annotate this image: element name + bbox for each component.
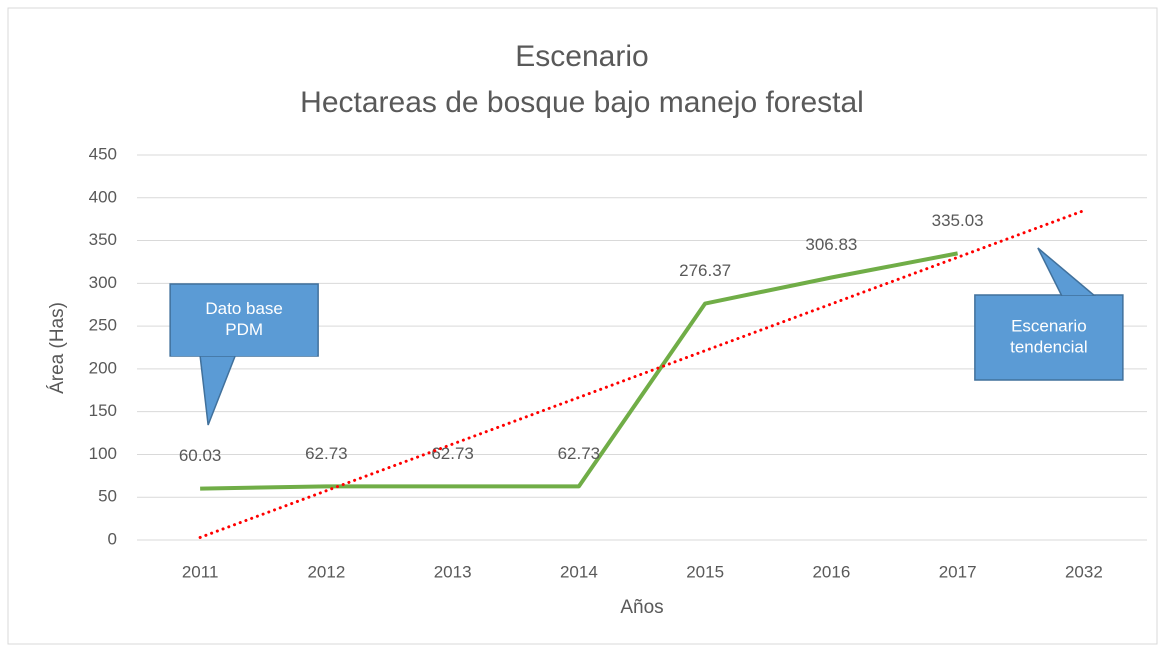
y-tick-label: 450 — [89, 144, 117, 163]
y-tick-label: 100 — [89, 444, 117, 463]
y-tick-label: 350 — [89, 230, 117, 249]
x-tick-label: 2012 — [307, 562, 345, 581]
data-label: 60.03 — [179, 446, 222, 465]
callout: Escenario tendencial — [974, 247, 1124, 381]
chart-title: Escenario — [515, 40, 648, 73]
data-line — [200, 251, 959, 491]
callout-text: PDM — [225, 320, 263, 339]
callout-text: tendencial — [1010, 337, 1088, 356]
callout-text: Escenario — [1011, 316, 1087, 335]
data-label: 62.73 — [431, 444, 474, 463]
x-tick-label: 2014 — [560, 562, 598, 581]
callout-box — [974, 294, 1124, 381]
callout-text: Dato base — [205, 299, 283, 318]
x-axis-label: Años — [620, 597, 663, 618]
callout-seam — [975, 296, 1122, 299]
data-label: 335.03 — [932, 211, 984, 230]
callout-seam — [171, 353, 318, 356]
y-tick-label: 0 — [108, 529, 117, 548]
y-axis-label: Área (Has) — [47, 302, 68, 394]
y-tick-label: 300 — [89, 273, 117, 292]
x-tick-label: 2016 — [812, 562, 850, 581]
x-tick-label: 2013 — [434, 562, 472, 581]
x-tick-label: 2011 — [182, 562, 219, 581]
data-label: 62.73 — [305, 444, 348, 463]
y-tick-label: 150 — [89, 401, 117, 420]
data-label: 276.37 — [679, 261, 731, 280]
callout: Dato base PDM — [169, 283, 319, 426]
y-tick-label: 200 — [89, 358, 117, 377]
x-tick-label: 2015 — [686, 562, 724, 581]
y-tick-label: 400 — [89, 187, 117, 206]
chart-subtitle: Hectareas de bosque bajo manejo forestal — [300, 86, 864, 119]
x-tick-label: 2032 — [1065, 562, 1103, 581]
trend-line — [198, 209, 1086, 539]
data-label: 62.73 — [558, 444, 601, 463]
y-tick-label: 250 — [89, 316, 117, 335]
callout-box — [169, 283, 319, 357]
data-label: 306.83 — [805, 235, 857, 254]
x-tick-label: 2017 — [939, 562, 977, 581]
y-tick-label: 50 — [98, 487, 117, 506]
